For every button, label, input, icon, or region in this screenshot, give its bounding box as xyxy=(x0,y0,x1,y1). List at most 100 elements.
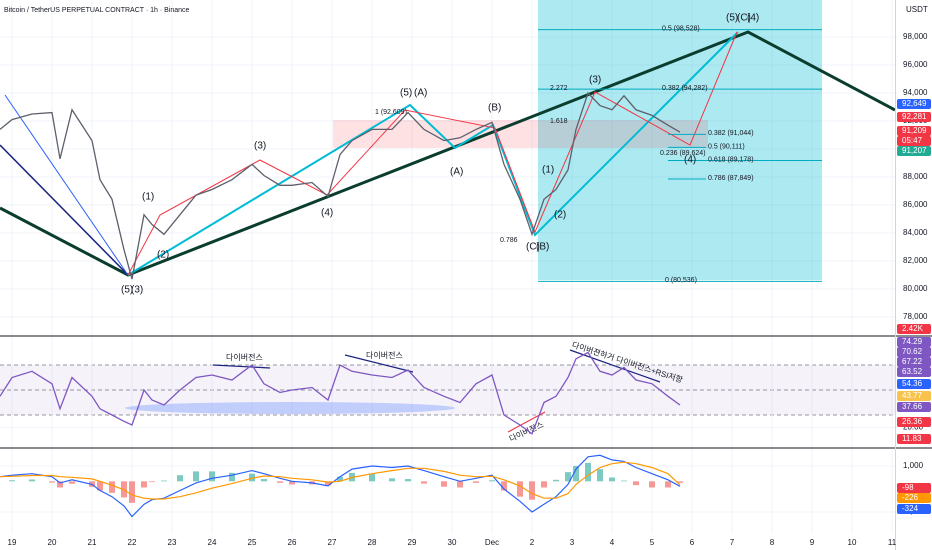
wave-label: (B) xyxy=(536,242,549,253)
histogram-bar xyxy=(585,462,591,482)
y-tick-label: 1,000 xyxy=(903,461,924,470)
y-tick-label: 20.00 xyxy=(903,423,924,432)
wave-label: (1) xyxy=(142,192,154,203)
histogram-bar xyxy=(529,481,535,500)
price-badge xyxy=(897,337,931,347)
x-tick-label: 19 xyxy=(8,538,17,547)
wave-label: (B) xyxy=(488,103,501,114)
wave-label: (3) xyxy=(131,285,143,296)
y-tick-label: 84,000 xyxy=(903,228,928,237)
wave-label: (2) xyxy=(554,210,566,221)
price-line xyxy=(0,351,681,435)
badge-label: -324 xyxy=(902,504,919,513)
histogram-bar xyxy=(57,481,63,488)
badge-label: -226 xyxy=(902,493,919,502)
x-tick-label: 10 xyxy=(848,538,857,547)
fib-label: 0.5 (98,528) xyxy=(662,26,700,33)
histogram-bar xyxy=(161,480,167,482)
x-tick-label: 11 xyxy=(888,538,897,547)
fib-label: 0.618 (89,178) xyxy=(708,156,754,163)
badge-label: 91,207 xyxy=(902,146,927,155)
badge-label: 91,209 xyxy=(902,126,927,135)
price-badge xyxy=(897,493,931,503)
y-tick-label: 80,000 xyxy=(903,284,928,293)
price-badge xyxy=(897,126,931,136)
histogram-bar xyxy=(249,473,255,482)
price-badge xyxy=(897,379,931,389)
histogram-bar xyxy=(389,478,395,482)
histogram-bar xyxy=(541,481,547,488)
wave-label: (C) xyxy=(526,242,540,253)
divergence-note: 다이버전스 xyxy=(226,352,263,362)
divergence-line xyxy=(212,364,271,369)
fib-label: 0 (80,536) xyxy=(665,277,697,284)
badge-label: -98 xyxy=(902,483,914,492)
wave-label: (5) xyxy=(121,285,133,296)
price-line xyxy=(0,91,681,280)
trend-line xyxy=(4,94,129,276)
histogram-bar xyxy=(517,481,523,497)
badge-label: 11.83 xyxy=(902,434,922,443)
y-tick-label: 82,000 xyxy=(903,256,928,265)
histogram-bar xyxy=(337,476,343,482)
x-tick-label: 20 xyxy=(48,538,57,547)
histogram-bar xyxy=(193,471,199,482)
fib-label: 1 (92,609) xyxy=(375,109,407,116)
badge-label: 70.62 xyxy=(902,347,923,356)
cyan-zigzag xyxy=(127,31,739,276)
histogram-bar xyxy=(649,481,655,488)
badge-label: 43.77 xyxy=(902,391,923,400)
fib-label: 0.786 xyxy=(500,237,518,244)
fib-label: 0.236 (89,624) xyxy=(660,150,706,157)
histogram-bar xyxy=(149,481,155,483)
drawings xyxy=(0,29,896,433)
fib-label: 0.382 (94,282) xyxy=(662,85,708,92)
histogram-bar xyxy=(457,481,463,488)
x-tick-label: 25 xyxy=(248,538,257,547)
badge-label: 92,649 xyxy=(902,99,927,108)
histogram-bar xyxy=(325,481,331,486)
badge-label: 2.42K xyxy=(902,324,924,333)
histogram-bar xyxy=(141,481,147,488)
x-tick-label: 22 xyxy=(128,538,137,547)
wave-label: (3) xyxy=(254,141,266,152)
currency: USDT xyxy=(906,5,928,14)
price-badge xyxy=(897,367,931,377)
wave-label: (4) xyxy=(684,155,696,166)
price-badge xyxy=(897,402,931,412)
histogram-bar xyxy=(565,472,571,482)
histogram-bar xyxy=(421,481,427,484)
price-badge xyxy=(897,146,931,156)
histogram-bar xyxy=(289,481,295,485)
price-badge xyxy=(897,324,931,334)
x-tick-label: 4 xyxy=(610,538,615,547)
x-tick-label: 29 xyxy=(408,538,417,547)
histogram-bar xyxy=(609,477,615,482)
histogram-bar xyxy=(261,479,267,482)
histogram-bar xyxy=(49,481,55,483)
histogram-bar xyxy=(621,480,627,482)
y-tick-label: 96,000 xyxy=(903,60,928,69)
x-tick-label: 27 xyxy=(328,538,337,547)
x-tick-label: 3 xyxy=(570,538,575,547)
y-tick-label: 94,000 xyxy=(903,88,928,97)
x-tick-label: 6 xyxy=(690,538,695,547)
fib-ext-label: 2.272 xyxy=(550,85,568,92)
histogram-bar xyxy=(97,481,103,491)
wave-label: (5) xyxy=(400,88,412,99)
x-tick-label: 7 xyxy=(730,538,735,547)
wave-trend xyxy=(0,30,896,277)
histogram-bar xyxy=(677,481,683,483)
price-badge xyxy=(897,357,931,367)
x-tick-label: 9 xyxy=(810,538,815,547)
histogram-bar xyxy=(441,481,447,487)
x-tick-label: Dec xyxy=(485,538,499,547)
x-tick-label: 24 xyxy=(208,538,217,547)
wave-labels: (5) (C) (4) (5) (A) (B) (A) (3) (1) (2) … xyxy=(121,13,759,296)
rsi-highlight xyxy=(125,402,455,414)
x-tick-label: 26 xyxy=(288,538,297,547)
price-badge xyxy=(897,434,931,444)
badge-label: 74.29 xyxy=(902,337,923,346)
x-tick-label: 2 xyxy=(530,538,535,547)
